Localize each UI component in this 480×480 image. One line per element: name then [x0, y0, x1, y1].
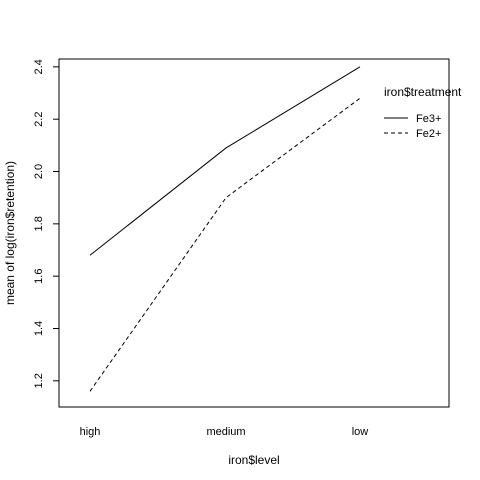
y-tick-label: 1.8 — [33, 216, 45, 231]
series-line-fe2 — [89, 97, 361, 392]
legend-label: Fe2+ — [416, 128, 441, 140]
x-axis-tick-labels: high medium low — [80, 426, 369, 438]
x-tick-label: high — [80, 426, 101, 438]
legend-label: Fe3+ — [416, 113, 441, 125]
y-axis-label: mean of log(iron$retention) — [3, 161, 17, 305]
x-tick-label: medium — [206, 426, 245, 438]
plot-frame — [58, 58, 450, 408]
y-tick-label: 1.6 — [33, 269, 45, 284]
y-tick-label: 1.4 — [33, 321, 45, 336]
series-lines — [89, 66, 361, 392]
y-tick-label: 2.2 — [33, 112, 45, 127]
y-tick-label: 2.0 — [33, 164, 45, 179]
y-tick-label: 2.4 — [33, 59, 45, 74]
y-axis: 1.2 1.4 1.6 1.8 2.0 2.2 2.4 — [33, 59, 59, 388]
legend-entries: Fe3+ Fe2+ — [384, 113, 441, 140]
x-axis-label: iron$level — [228, 453, 279, 467]
series-line-fe3 — [89, 66, 361, 256]
y-tick-label: 1.2 — [33, 373, 45, 388]
legend-title: iron$treatment — [384, 85, 462, 99]
x-tick-label: low — [352, 426, 369, 438]
legend: iron$treatment Fe3+ Fe2+ — [384, 85, 462, 140]
